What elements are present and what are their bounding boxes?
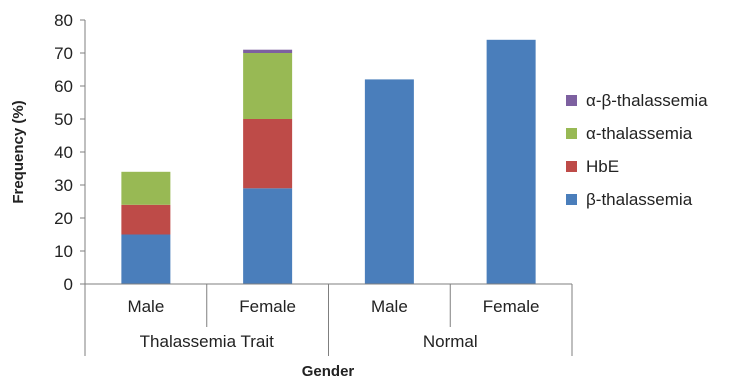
y-tick-label: 80 [54, 11, 73, 30]
bar-2-series-3 [243, 53, 293, 119]
x-category-label: Female [483, 297, 540, 316]
bar-3-series-1 [364, 79, 414, 285]
legend-swatch [566, 95, 577, 106]
x-category-label: Male [371, 297, 408, 316]
y-tick-label: 0 [64, 275, 73, 294]
y-tick-label: 20 [54, 209, 73, 228]
bar-2-series-4 [243, 49, 293, 53]
bar-1-series-3 [121, 171, 171, 205]
bars-layer [121, 39, 536, 285]
x-group-label: Thalassemia Trait [140, 332, 274, 351]
legend-swatch [566, 161, 577, 172]
bar-1-series-1 [121, 234, 171, 284]
x-category-label: Male [127, 297, 164, 316]
y-tick-label: 60 [54, 77, 73, 96]
y-tick-label: 50 [54, 110, 73, 129]
legend-label: α-thalassemia [586, 124, 693, 143]
bar-2-series-1 [243, 188, 293, 284]
y-tick-label: 40 [54, 143, 73, 162]
legend-label: β-thalassemia [586, 190, 693, 209]
legend-label: HbE [586, 157, 619, 176]
y-tick-label: 10 [54, 242, 73, 261]
legend-swatch [566, 128, 577, 139]
bar-4-series-1 [486, 39, 536, 284]
axes-layer: 0 10 20 30 40 50 60 70 80 Male Female Male Female Tha… [54, 11, 573, 356]
x-category-label: Female [239, 297, 296, 316]
bar-2-series-2 [243, 119, 293, 189]
y-axis-title: Frequency (%) [10, 100, 27, 203]
y-tick-label: 70 [54, 44, 73, 63]
x-group-label: Normal [423, 332, 478, 351]
legend: α-β-thalassemia α-thalassemia HbE β-thalass… [566, 91, 708, 209]
legend-label: α-β-thalassemia [586, 91, 708, 110]
x-axis-title: Gender [302, 363, 355, 380]
bar-1-series-2 [121, 204, 171, 235]
legend-swatch [566, 194, 577, 205]
y-tick-label: 30 [54, 176, 73, 195]
